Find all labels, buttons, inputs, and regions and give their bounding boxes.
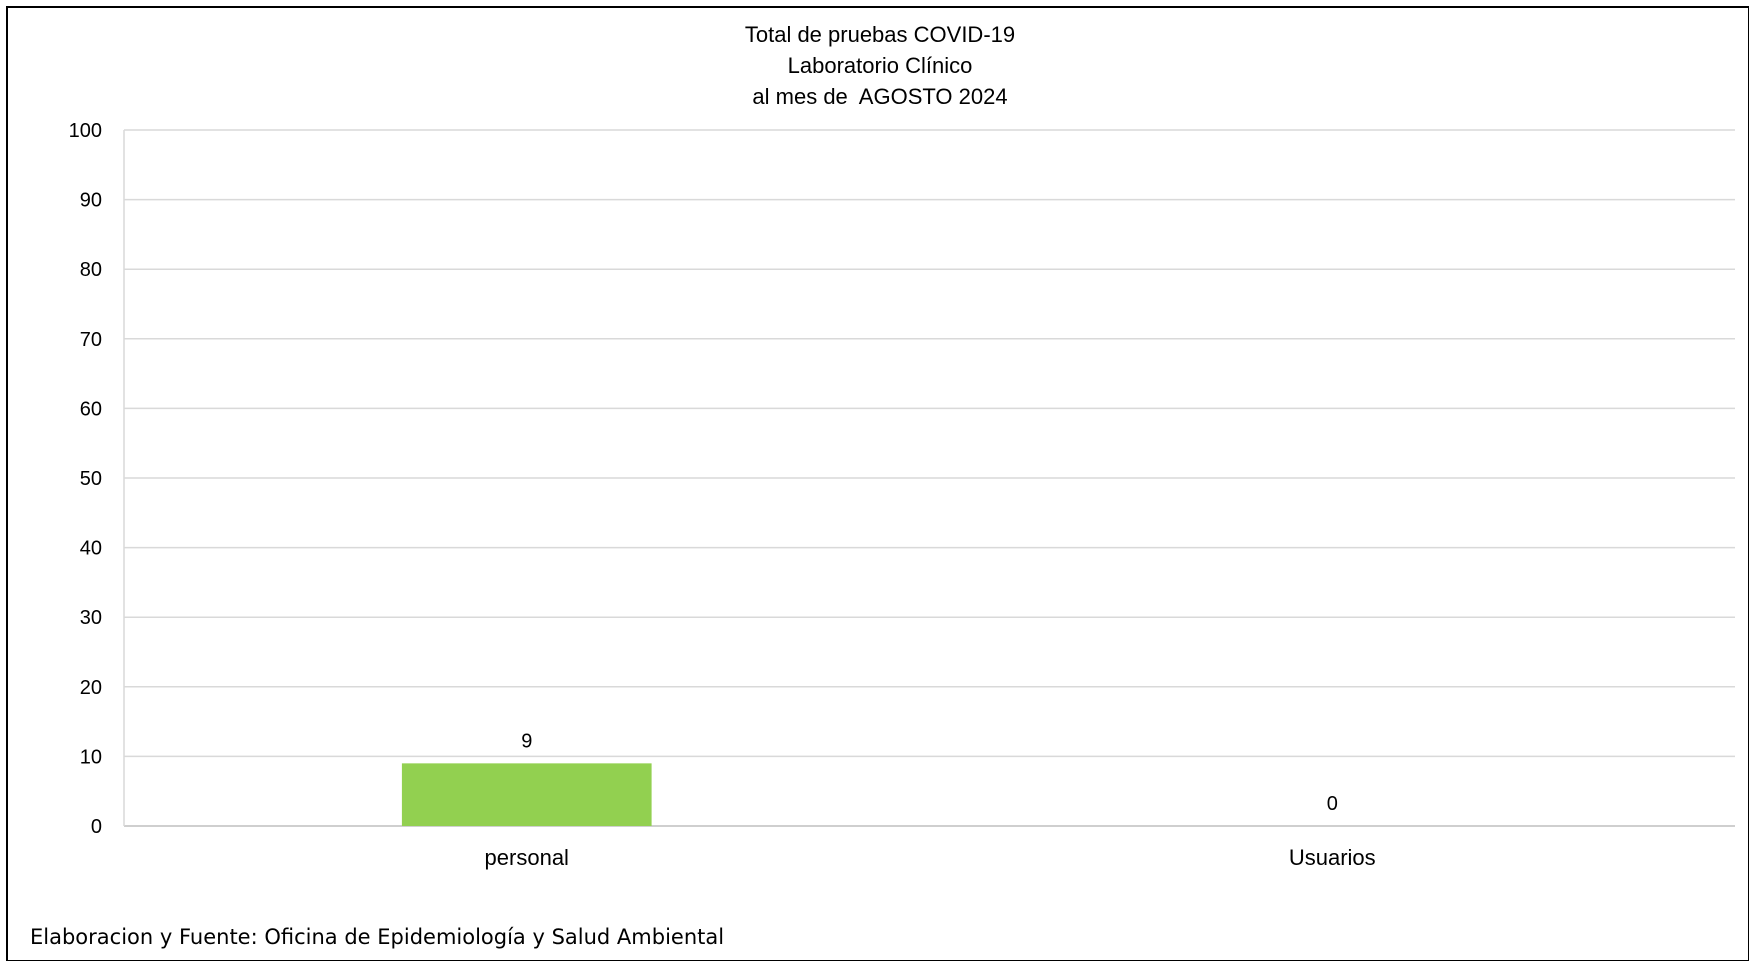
data-labels: 90 [521, 730, 1338, 815]
chart-title-line-1: Total de pruebas COVID-19 [745, 22, 1015, 47]
data-label-usuarios: 0 [1327, 793, 1338, 815]
y-axis-ticks: 0 10 20 30 40 50 60 70 80 90 100 [69, 120, 102, 838]
chart-title-line-3: al mes de AGOSTO 2024 [752, 84, 1007, 109]
y-tick-label: 100 [69, 120, 102, 142]
data-label-personal: 9 [521, 730, 532, 752]
y-tick-label: 70 [80, 329, 102, 351]
x-axis-categories: personal Usuarios [485, 845, 1376, 870]
y-tick-label: 10 [80, 746, 102, 768]
y-tick-label: 80 [80, 259, 102, 281]
gridlines [123, 129, 1735, 827]
y-tick-label: 40 [80, 538, 102, 560]
category-label-usuarios: Usuarios [1289, 845, 1376, 870]
y-tick-label: 30 [80, 607, 102, 629]
y-tick-label: 50 [80, 468, 102, 490]
chart-border [6, 6, 1749, 961]
y-tick-label: 90 [80, 190, 102, 212]
y-tick-label: 60 [80, 398, 102, 420]
y-tick-label: 0 [91, 816, 102, 838]
bars [401, 763, 652, 826]
chart-title-line-2: Laboratorio Clínico [788, 53, 973, 78]
y-tick-label: 20 [80, 677, 102, 699]
source-note: Elaboracion y Fuente: Oficina de Epidemi… [30, 925, 724, 949]
bar-personal [401, 763, 652, 826]
category-label-personal: personal [485, 845, 569, 870]
